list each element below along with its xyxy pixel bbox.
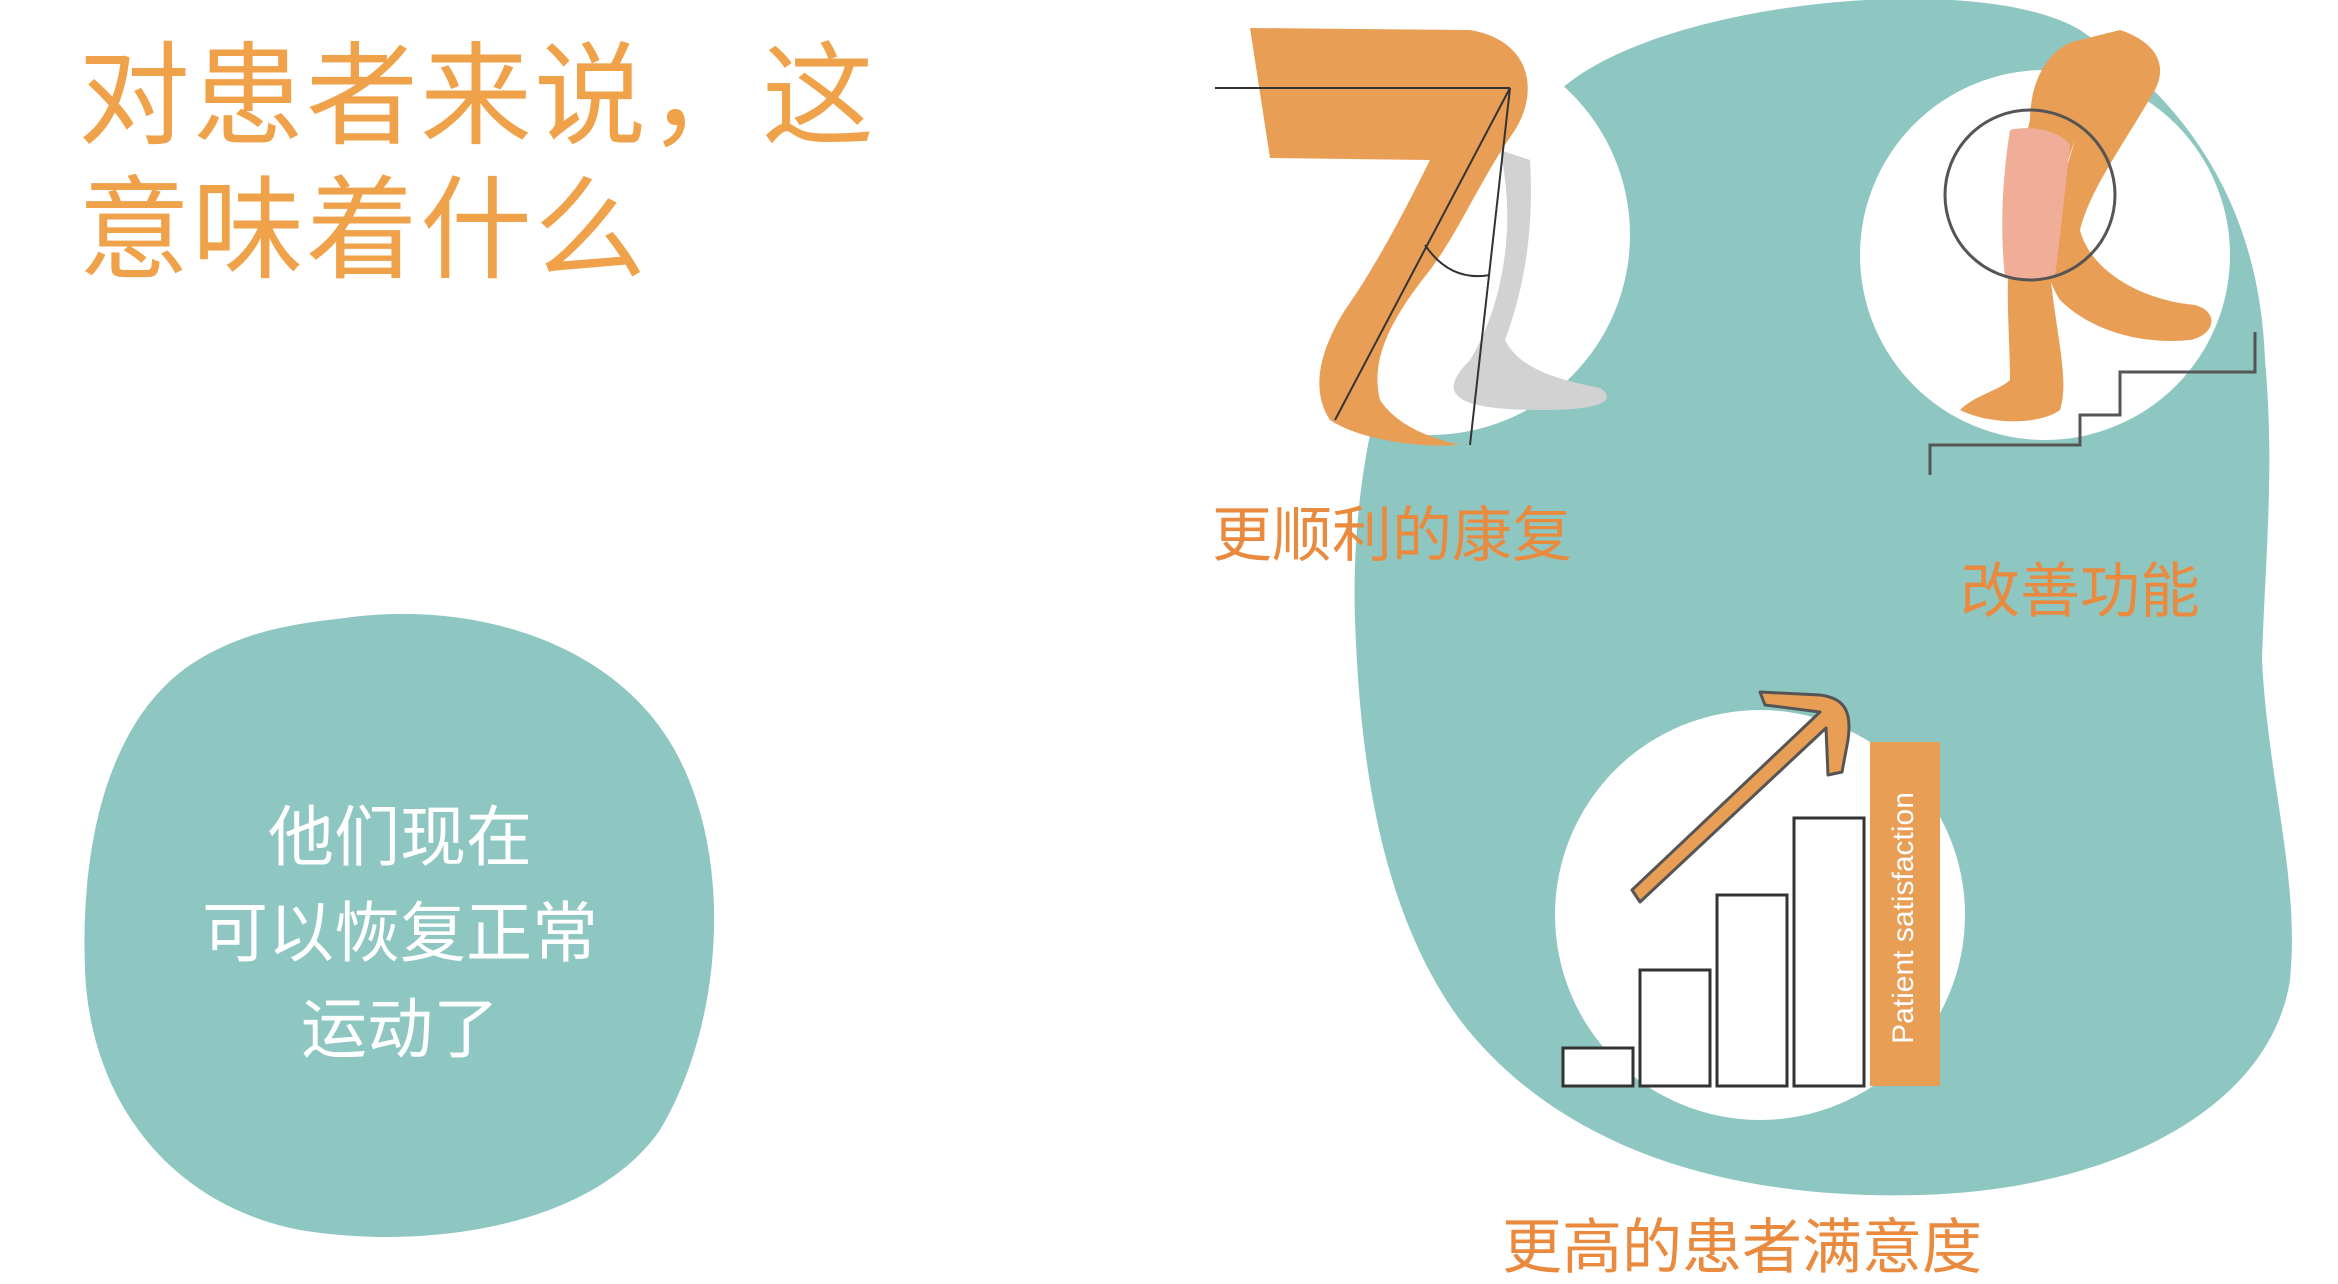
satisfaction-bar-label: Patient satisfaction <box>1887 792 1920 1044</box>
caption-improved-function: 改善功能 <box>1960 557 2200 627</box>
bubble-line-2: 可以恢复正常 <box>202 895 598 972</box>
teal-bubble-left <box>84 613 715 1237</box>
caption-smoother-recovery: 更顺利的康复 <box>1212 501 1572 571</box>
bubble-text: 他们现在 可以恢复正常 运动了 <box>120 790 680 1078</box>
leg-stairs-icon <box>1928 30 2257 475</box>
slide-title: 对患者来说，这 意味着什么 <box>78 30 978 298</box>
slide-title-line-1: 对患者来说，这 <box>78 32 876 162</box>
caption-higher-satisfaction: 更高的患者满意度 <box>1502 1213 1982 1283</box>
bubble-line-1: 他们现在 <box>268 799 532 876</box>
bubble-line-3: 运动了 <box>301 991 499 1068</box>
rising-bars-icon <box>1561 690 1940 1088</box>
bent-leg-icon <box>1215 28 1607 446</box>
slide-title-line-2: 意味着什么 <box>78 166 648 296</box>
